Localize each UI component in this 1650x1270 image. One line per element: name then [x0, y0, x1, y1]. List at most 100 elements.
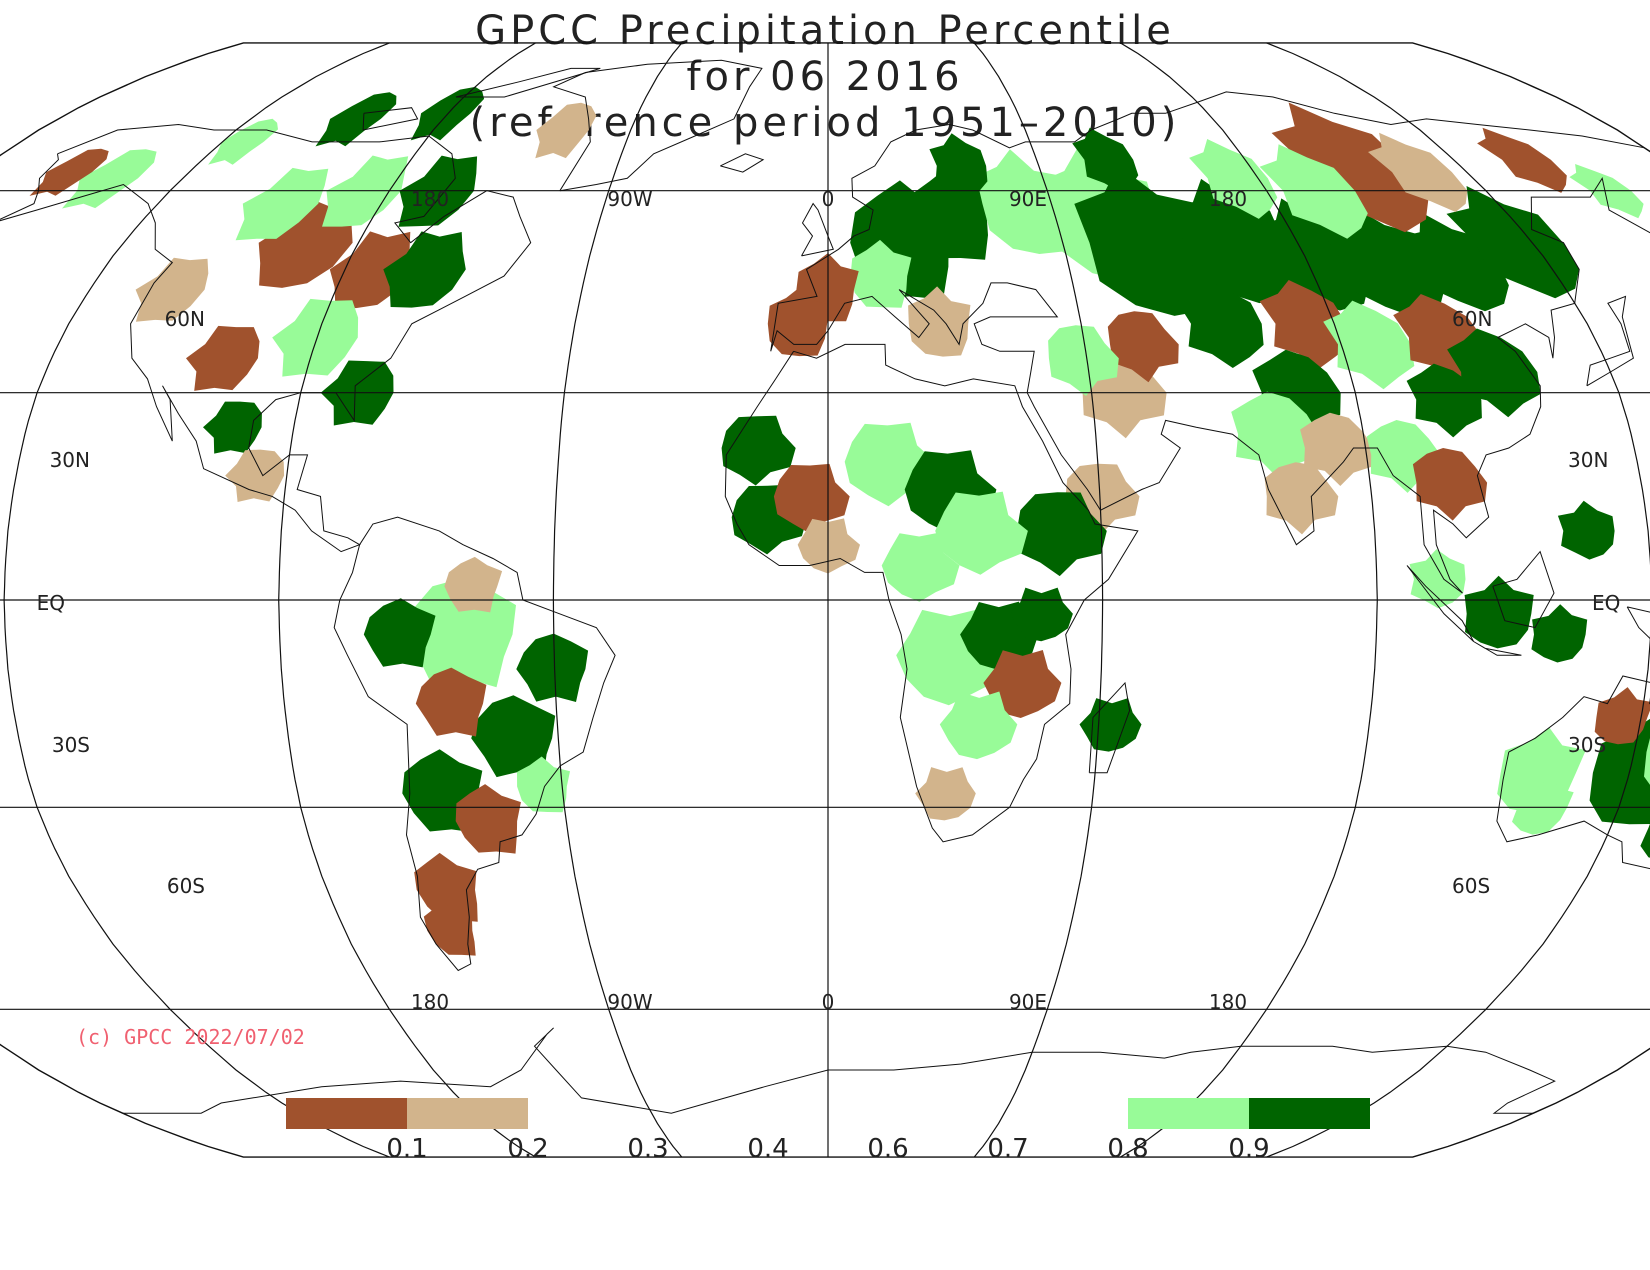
- coastlines: [0, 59, 1650, 1114]
- precip-wet-region: [939, 691, 1018, 760]
- precip-very-dry-region: [1107, 311, 1179, 383]
- precip-wet-region: [272, 298, 359, 377]
- lat-label-30n-left: 30N: [50, 448, 90, 472]
- coastline-segment: [333, 516, 616, 972]
- meridian-line: [3, 42, 390, 1158]
- top-lon-label-90w: 90W: [607, 187, 652, 211]
- precip-wet-region: [1409, 549, 1466, 609]
- precip-very-wet-region: [1398, 212, 1509, 312]
- top-lon-label-90e: 90E: [1009, 187, 1047, 211]
- precip-very-wet-region: [929, 133, 988, 199]
- precip-very-dry-region: [1271, 102, 1429, 233]
- precip-very-wet-region: [471, 695, 556, 778]
- precip-very-dry-region: [455, 784, 521, 854]
- meridian-line: [1266, 42, 1650, 1158]
- precip-very-wet-region: [1557, 500, 1615, 560]
- precip-very-wet-region: [1016, 492, 1107, 577]
- coastline-segment: [1406, 565, 1475, 642]
- lat-label-60n-right: 60N: [1452, 307, 1492, 331]
- precip-wet-region: [1259, 144, 1368, 239]
- map-title: GPCC Precipitation Percentile for 06 201…: [0, 8, 1650, 146]
- lat-label-60s-left: 60S: [167, 874, 205, 898]
- precip-wet-region: [976, 149, 1071, 254]
- precip-very-dry-region: [415, 667, 487, 737]
- precip-very-wet-region: [1406, 363, 1482, 438]
- coastline-segment: [1473, 641, 1522, 656]
- coastline-segment: [122, 1027, 1556, 1114]
- precip-wet-region: [1231, 391, 1320, 480]
- top-lon-label-180w: 180: [411, 187, 449, 211]
- precip-very-wet-region: [516, 633, 589, 702]
- precip-dry-region: [135, 257, 209, 322]
- lat-label-60n-left: 60N: [165, 307, 205, 331]
- bottom-lon-label-180w: 180: [411, 990, 449, 1014]
- map-outline: [0, 42, 1650, 1158]
- meridian-line: [552, 42, 683, 1158]
- precip-very-dry-region: [767, 286, 832, 357]
- precip-wet-region: [1189, 139, 1278, 219]
- coastline-segment: [720, 153, 765, 173]
- precip-wet-region: [235, 167, 329, 241]
- precip-dry-region: [797, 518, 860, 574]
- coastline-segment: [770, 91, 1650, 594]
- bottom-lon-label-90e: 90E: [1009, 990, 1047, 1014]
- lat-label-eq-left: EQ: [37, 591, 65, 615]
- precip-dry-region: [915, 767, 976, 821]
- precip-dry-region: [225, 449, 285, 502]
- precip-very-wet-region: [383, 231, 466, 308]
- lat-label-30s-right: 30S: [1568, 733, 1606, 757]
- precip-dry-region: [1264, 462, 1339, 535]
- coastline-segment: [0, 123, 532, 553]
- precip-very-wet-region: [1446, 186, 1580, 299]
- precip-very-dry-region: [773, 463, 850, 534]
- precip-wet-region: [208, 118, 278, 165]
- precip-very-wet-region: [1010, 587, 1073, 642]
- copyright-notice: (c) GPCC 2022/07/02: [76, 1025, 305, 1049]
- coastline-segment: [362, 107, 419, 131]
- bottom-lon-label-0: 0: [822, 990, 835, 1014]
- coastline-segment: [455, 67, 601, 98]
- precip-very-wet-region: [1074, 165, 1220, 316]
- lat-label-30s-left: 30S: [52, 733, 90, 757]
- precip-wet-region: [935, 491, 1028, 575]
- precip-very-dry-region: [186, 325, 260, 391]
- coastline-segment: [1586, 295, 1634, 387]
- precip-dry-region: [535, 102, 597, 159]
- coastline-segment: [1496, 675, 1650, 870]
- precip-very-wet-region: [203, 401, 262, 454]
- coastline-segment: [1492, 550, 1555, 629]
- precip-very-wet-region: [1072, 127, 1139, 193]
- precip-very-dry-region: [1259, 280, 1350, 369]
- precip-very-dry-region: [423, 901, 476, 956]
- bottom-lon-label-90w: 90W: [607, 990, 652, 1014]
- precip-very-wet-region: [1079, 698, 1142, 752]
- precip-wet-region: [1323, 300, 1415, 390]
- top-lon-label-180e: 180: [1209, 187, 1247, 211]
- precip-very-dry-region: [29, 148, 109, 196]
- precip-very-wet-region: [315, 92, 397, 147]
- lat-label-30n-right: 30N: [1568, 448, 1608, 472]
- title-line-1: GPCC Precipitation Percentile: [475, 8, 1175, 54]
- lat-label-60s-right: 60S: [1452, 874, 1490, 898]
- precip-very-wet-region: [1589, 718, 1650, 825]
- title-line-3: (reference period 1951–2010): [469, 100, 1181, 146]
- coastline-segment: [801, 202, 834, 257]
- meridian-line: [278, 42, 537, 1158]
- precip-very-wet-region: [1640, 823, 1650, 858]
- meridian-line: [1119, 42, 1378, 1158]
- coastline-segment: [724, 343, 1139, 843]
- precip-wet-region: [850, 239, 912, 308]
- coastline-segment: [552, 59, 763, 192]
- precip-very-dry-region: [983, 650, 1062, 718]
- precip-very-wet-region: [363, 598, 436, 668]
- coastline-segment: [1626, 606, 1650, 640]
- title-line-2: for 06 2016: [686, 54, 964, 100]
- lat-label-eq-right: EQ: [1592, 591, 1620, 615]
- precip-wet-region: [1048, 325, 1119, 396]
- precip-dry-region: [1300, 412, 1374, 486]
- precip-wet-region: [1512, 776, 1574, 835]
- coastline-segment: [1088, 681, 1131, 774]
- precip-very-dry-region: [1477, 127, 1567, 193]
- top-lon-label-0: 0: [822, 187, 835, 211]
